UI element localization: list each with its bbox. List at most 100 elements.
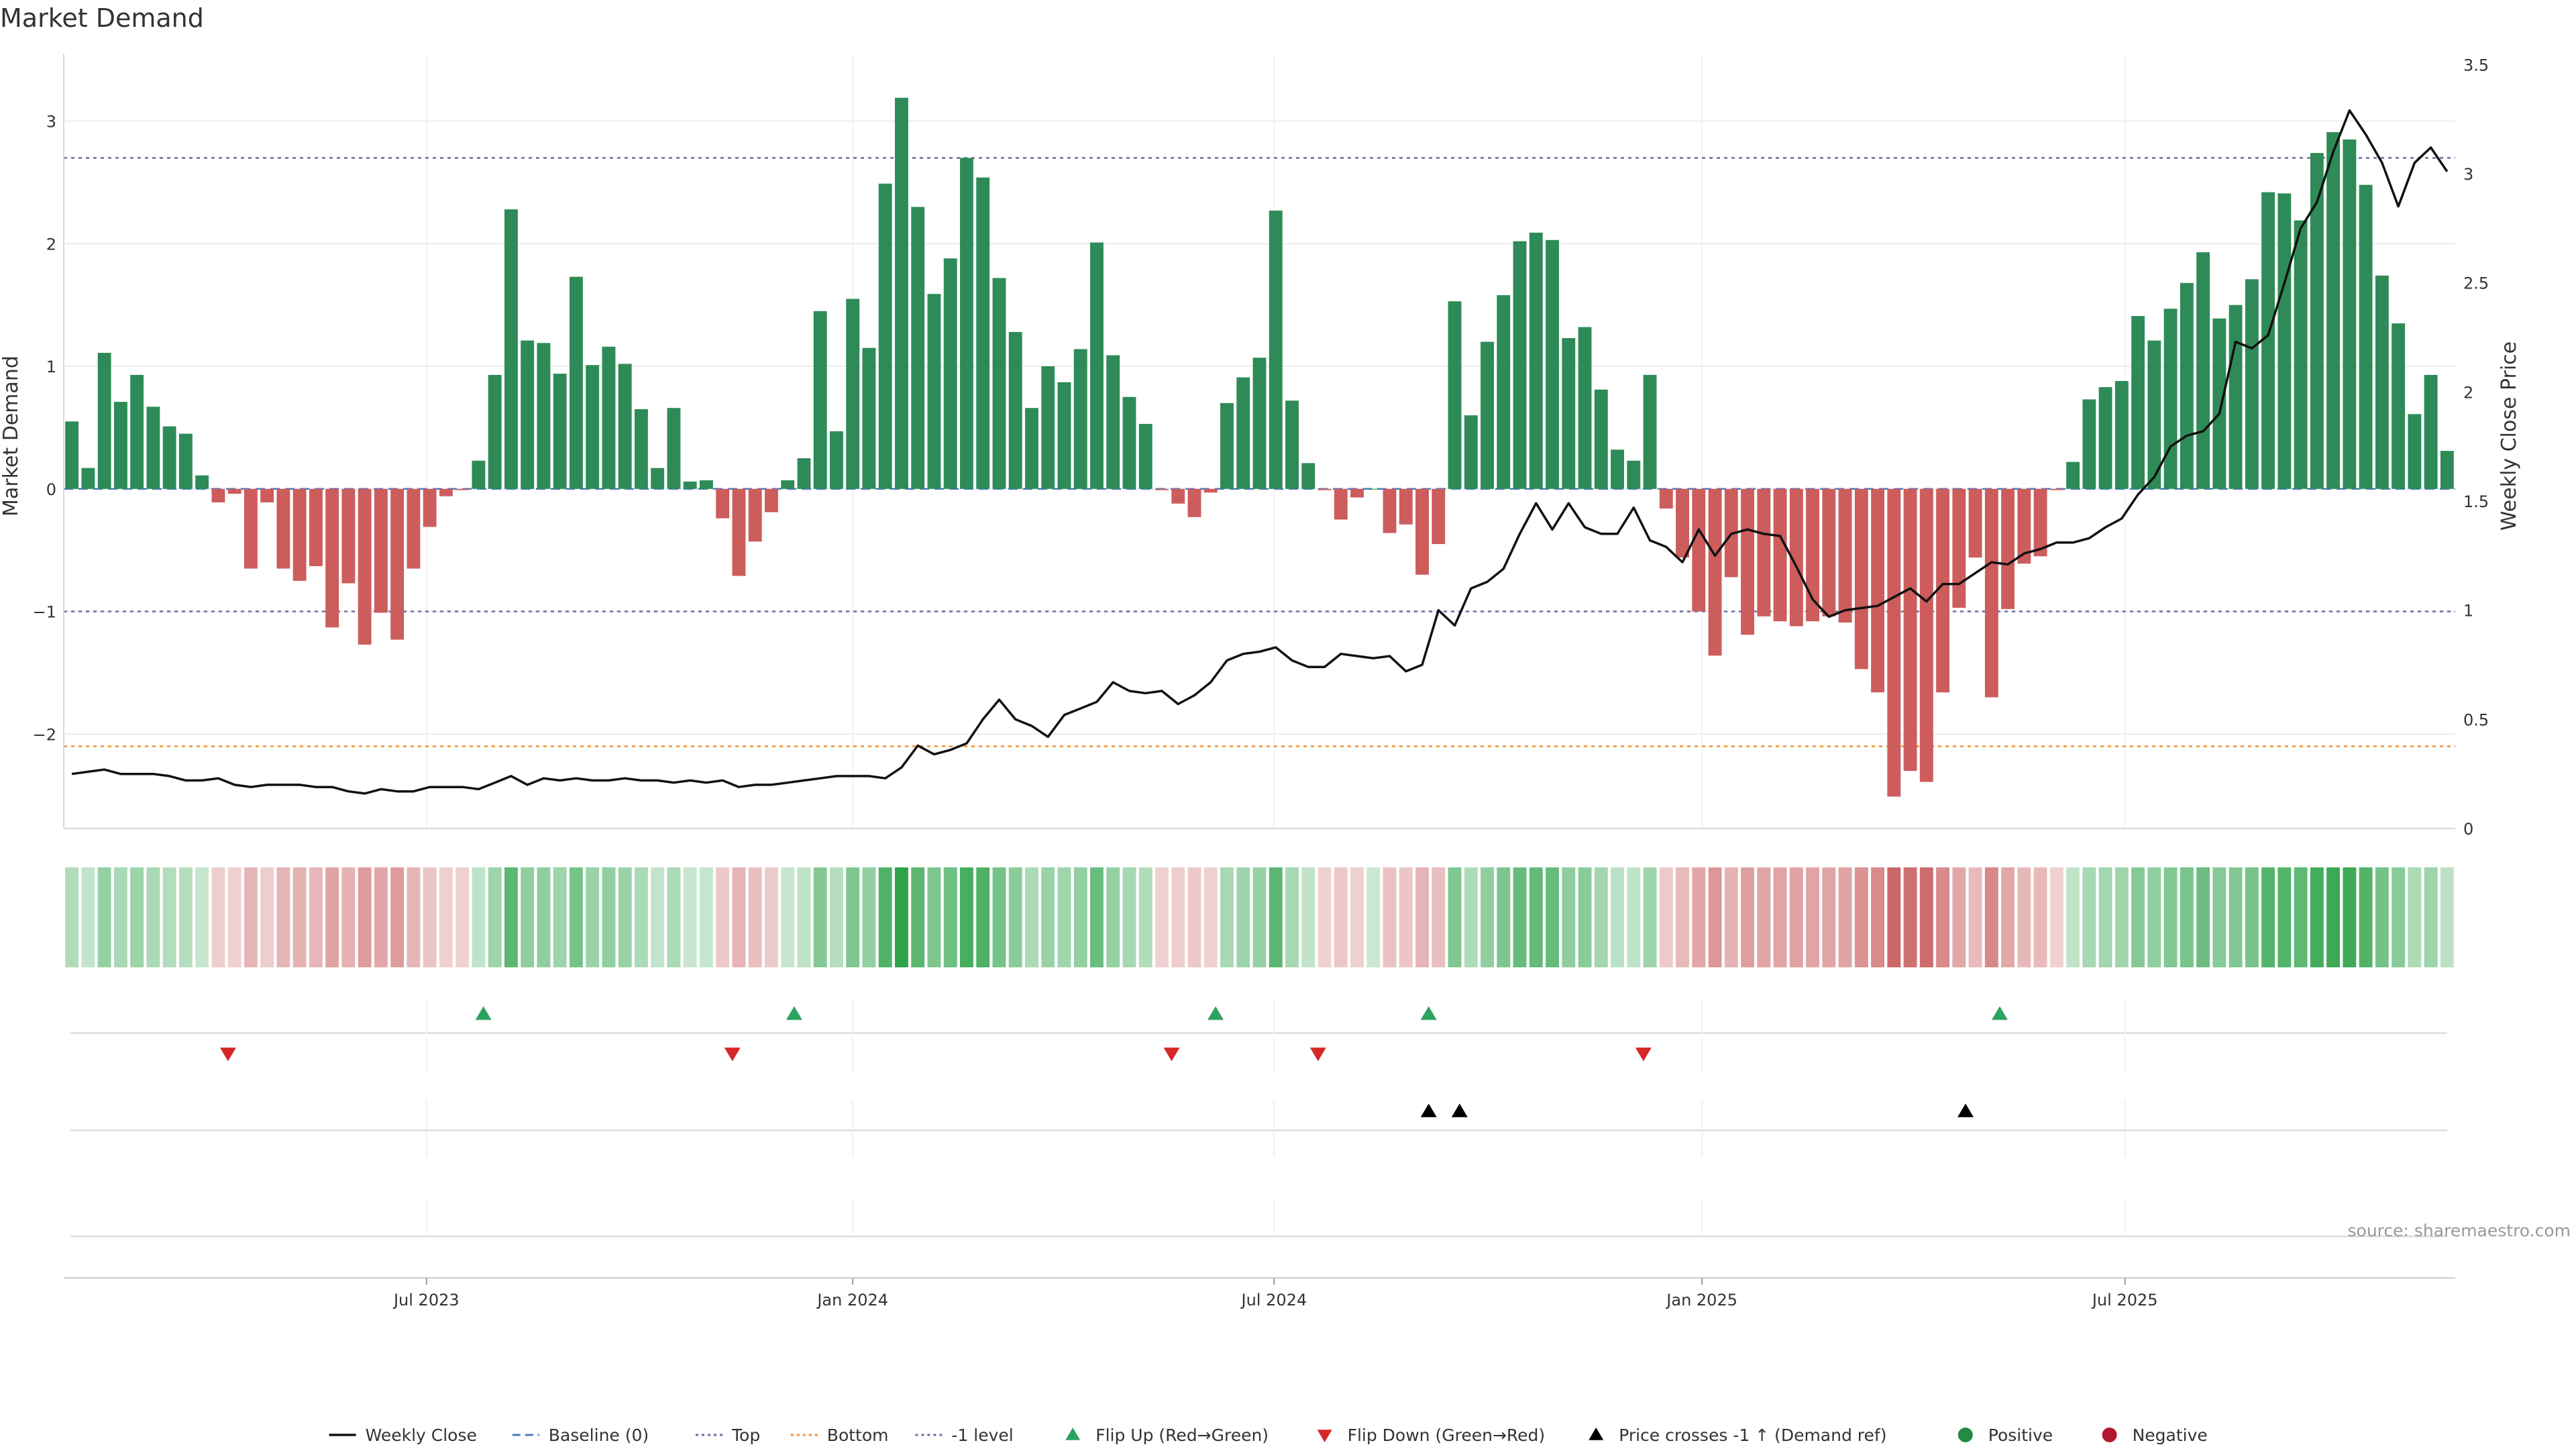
demand-bar: [2049, 488, 2063, 490]
demand-bar: [2277, 193, 2292, 489]
legend-item: Flip Down (Green→Red): [1317, 1426, 1546, 1445]
demand-bar: [2310, 153, 2324, 489]
y2-axis-title: Weekly Close Price: [2498, 341, 2521, 531]
demand-bar: [1838, 488, 1852, 623]
heat-cell: [651, 867, 665, 967]
demand-bar: [1513, 241, 1527, 489]
y-axis-title: Market Demand: [0, 356, 23, 517]
demand-bar: [1350, 488, 1364, 498]
heat-cell: [895, 867, 908, 967]
demand-bar: [1220, 402, 1234, 489]
heat-cell: [765, 867, 778, 967]
x-tick-label: Jul 2023: [392, 1291, 460, 1309]
demand-bar: [1968, 488, 1982, 558]
heat-cell: [1318, 867, 1332, 967]
legend-label: Price crosses -1 ↑ (Demand ref): [1619, 1426, 1886, 1445]
demand-bar: [2245, 279, 2259, 489]
demand-bar: [309, 488, 323, 566]
heat-cell: [1611, 867, 1624, 967]
heat-cell: [2229, 867, 2243, 967]
heat-cell: [1627, 867, 1641, 967]
heat-cell: [309, 867, 323, 967]
heat-cell: [2131, 867, 2145, 967]
demand-bar: [1399, 488, 1413, 525]
demand-bar: [1659, 488, 1673, 509]
x-tick-label: Jan 2025: [1665, 1291, 1737, 1309]
y2-tick-label: 0: [2463, 820, 2473, 839]
y-tick-label: 2: [46, 235, 56, 254]
demand-bar: [1106, 355, 1120, 489]
heat-cell: [1025, 867, 1038, 967]
heat-cell: [1789, 867, 1803, 967]
y-axis-ticks: −2 −1 0 1 2 3: [33, 113, 56, 745]
heat-cell: [1562, 867, 1576, 967]
demand-bar: [521, 340, 535, 489]
heat-cell: [862, 867, 876, 967]
demand-bar: [569, 276, 583, 489]
price-cross-marker: [1451, 1104, 1468, 1118]
demand-bar: [146, 407, 160, 489]
heat-cell: [407, 867, 421, 967]
heat-cell: [374, 867, 388, 967]
heat-cell: [2408, 867, 2422, 967]
heat-cell: [1187, 867, 1201, 967]
demand-bar: [553, 373, 567, 489]
demand-bar: [504, 209, 518, 489]
demand-bar: [537, 343, 551, 489]
demand-bar: [797, 458, 811, 489]
demand-bar: [1138, 423, 1152, 489]
heat-cell: [2017, 867, 2031, 967]
heat-cell: [244, 867, 258, 967]
heat-cell: [1383, 867, 1397, 967]
heat-cell: [911, 867, 925, 967]
demand-bar: [2196, 252, 2210, 489]
demand-bar: [683, 481, 697, 489]
heat-cell: [260, 867, 274, 967]
demand-bar: [2424, 374, 2438, 489]
legend-label: Bottom: [827, 1426, 889, 1445]
heat-cell: [2440, 867, 2454, 967]
heat-cell: [2392, 867, 2406, 967]
demand-bar: [1936, 488, 1950, 693]
heat-cell: [1806, 867, 1820, 967]
heat-cell: [1090, 867, 1104, 967]
heat-cell: [960, 867, 973, 967]
heat-cell: [797, 867, 811, 967]
demand-bar: [732, 488, 746, 576]
legend-label: Flip Down (Green→Red): [1348, 1426, 1546, 1445]
demand-bar: [1643, 374, 1657, 489]
heat-cell: [162, 867, 176, 967]
demand-bar: [1562, 337, 1576, 489]
heat-cell: [2163, 867, 2178, 967]
heat-cell: [1448, 867, 1462, 967]
heat-cell: [1171, 867, 1185, 967]
demand-bar: [488, 374, 502, 489]
demand-bar: [1187, 488, 1201, 517]
heat-cell: [1122, 867, 1136, 967]
demand-bar: [895, 97, 908, 489]
heat-cell: [1952, 867, 1966, 967]
heat-cell: [195, 867, 209, 967]
demand-bar: [341, 488, 356, 584]
y2-tick-label: 3: [2463, 165, 2473, 184]
heat-cell: [1708, 867, 1722, 967]
legend-label: Baseline (0): [549, 1426, 649, 1445]
demand-bar: [1269, 210, 1283, 489]
heat-cell: [1854, 867, 1868, 967]
demand-bar: [1497, 295, 1511, 489]
heat-cell: [1008, 867, 1022, 967]
heat-cell: [1285, 867, 1299, 967]
heat-cell: [813, 867, 827, 967]
demand-heat-strip: [65, 867, 2454, 967]
legend-label: Negative: [2133, 1426, 2208, 1445]
demand-bar: [911, 207, 925, 489]
heat-cell: [1481, 867, 1494, 967]
demand-bar: [1854, 488, 1868, 669]
flip-down-marker: [1635, 1047, 1652, 1061]
demand-bar: [586, 365, 600, 489]
demand-bar: [358, 488, 372, 645]
demand-bar: [1025, 408, 1038, 489]
heat-cell: [618, 867, 632, 967]
flip-down-marker: [219, 1047, 236, 1061]
heat-cell: [1887, 867, 1901, 967]
